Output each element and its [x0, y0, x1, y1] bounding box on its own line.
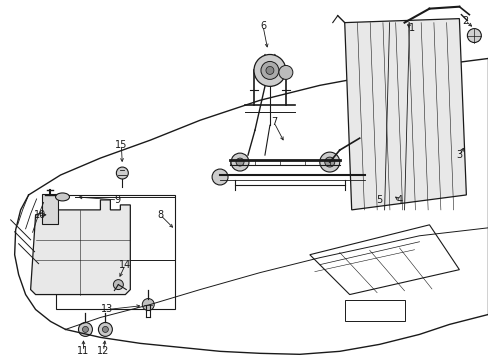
Circle shape: [230, 153, 248, 171]
Circle shape: [265, 67, 273, 75]
FancyBboxPatch shape: [41, 194, 58, 224]
Circle shape: [261, 62, 278, 80]
Circle shape: [278, 66, 292, 80]
Text: 2: 2: [461, 15, 468, 26]
Circle shape: [236, 158, 244, 166]
Text: 3: 3: [455, 150, 462, 160]
Circle shape: [212, 169, 227, 185]
Circle shape: [467, 28, 480, 42]
Text: 1: 1: [407, 23, 414, 33]
Circle shape: [142, 298, 154, 310]
Ellipse shape: [56, 193, 69, 201]
Text: 14: 14: [119, 260, 131, 270]
Text: 4: 4: [396, 195, 402, 205]
Circle shape: [324, 157, 334, 167]
Circle shape: [356, 169, 372, 185]
Text: 12: 12: [97, 346, 109, 356]
Text: 8: 8: [157, 210, 163, 220]
Text: 7: 7: [270, 117, 277, 127]
Circle shape: [116, 167, 128, 179]
Text: 15: 15: [115, 140, 127, 150]
Circle shape: [319, 152, 339, 172]
Text: 5: 5: [376, 195, 382, 205]
Circle shape: [253, 54, 285, 86]
Text: 11: 11: [77, 346, 89, 356]
Text: 6: 6: [259, 21, 265, 31]
Polygon shape: [31, 200, 130, 294]
Circle shape: [78, 323, 92, 336]
Circle shape: [102, 327, 108, 332]
Polygon shape: [344, 19, 466, 210]
Circle shape: [113, 280, 123, 289]
Text: 10: 10: [33, 210, 45, 220]
Text: 13: 13: [101, 305, 113, 315]
Circle shape: [82, 327, 88, 332]
Text: 9: 9: [114, 195, 120, 205]
Circle shape: [98, 323, 112, 336]
